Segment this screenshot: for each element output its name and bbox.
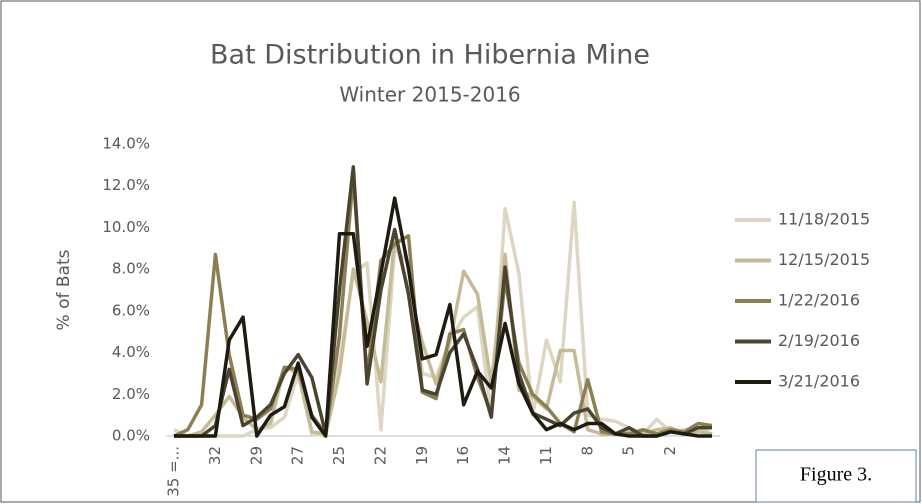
figure-label: Figure 3. [800, 464, 872, 486]
y-tick-label: 12.0% [102, 176, 150, 194]
y-tick-label: 10.0% [102, 218, 150, 236]
figure-box [755, 449, 917, 503]
series-line [174, 196, 712, 438]
x-tick-label: 29 [247, 446, 265, 465]
x-tick-label: 5 [620, 446, 638, 456]
legend-label: 2/19/2016 [778, 331, 860, 350]
y-tick-label: 8.0% [112, 260, 150, 278]
y-tick-label: 2.0% [112, 385, 150, 403]
y-tick-label: 6.0% [112, 301, 150, 319]
series-line [174, 165, 712, 438]
x-tick-label: 11 [537, 446, 555, 465]
x-tick-label: 8 [578, 446, 596, 456]
legend-label: 1/22/2016 [778, 291, 860, 310]
x-tick-label: 27 [289, 446, 307, 465]
x-tick-label: 2 [661, 446, 679, 456]
y-tick-label: 4.0% [112, 343, 150, 361]
x-tick-label: 32 [206, 446, 224, 465]
x-tick-label: 16 [454, 446, 472, 465]
x-tick-label: 19 [413, 446, 431, 465]
y-tick-label: 14.0% [102, 135, 150, 153]
chart-subtitle: Winter 2015-2016 [339, 83, 520, 107]
x-tick-label: 35 =... [165, 446, 183, 497]
y-tick-label: 0.0% [112, 427, 150, 445]
x-tick-label: 14 [496, 446, 514, 465]
legend-label: 11/18/2015 [778, 210, 870, 229]
chart-title: Bat Distribution in Hibernia Mine [210, 40, 650, 71]
x-tick-label: 22 [371, 446, 389, 465]
legend-label: 12/15/2015 [778, 250, 870, 269]
legend-label: 3/21/2016 [778, 372, 860, 391]
x-tick-label: 25 [330, 446, 348, 465]
y-axis-label: % of Bats [54, 249, 74, 330]
